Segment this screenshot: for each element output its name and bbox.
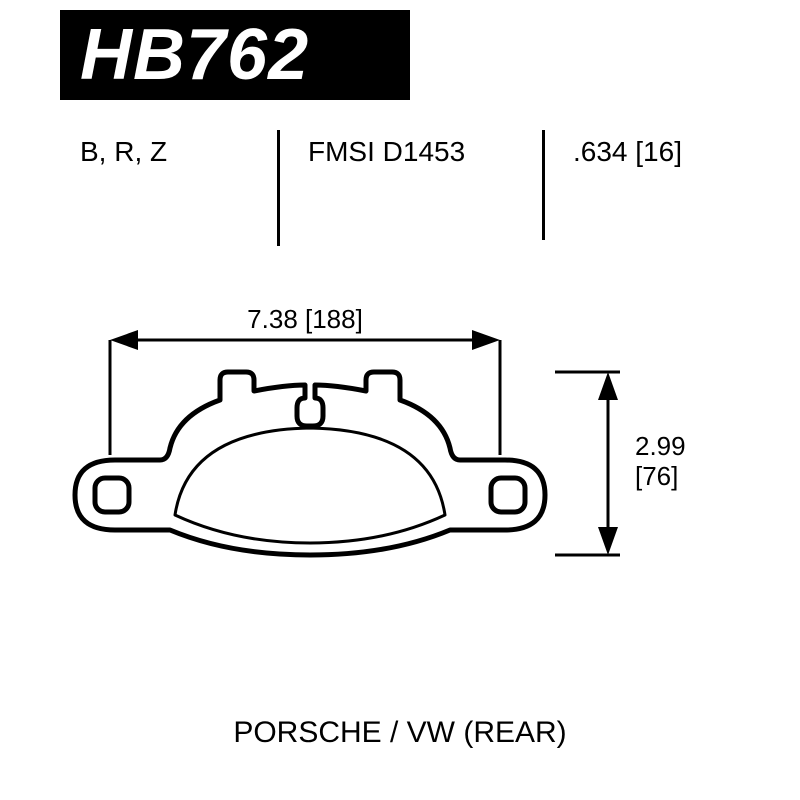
width-dim-label: 7.38 [188] xyxy=(247,304,363,334)
header-band: HB762 xyxy=(60,10,410,100)
spec-compounds-cell: B, R, Z xyxy=(80,130,280,246)
brake-pad-diagram: 7.38 [188] xyxy=(60,300,740,630)
spec-fmsi-cell: FMSI D1453 xyxy=(280,130,545,240)
spec-thickness: .634 [16] xyxy=(573,136,682,167)
spec-fmsi: FMSI D1453 xyxy=(308,136,465,167)
footer-label: PORSCHE / VW (REAR) xyxy=(0,716,800,750)
brake-pad-outline xyxy=(75,372,545,555)
part-number: HB762 xyxy=(80,14,309,96)
height-dim-label-bottom: [76] xyxy=(635,461,678,491)
height-dim-label-top: 2.99 xyxy=(635,431,686,461)
height-dimension: 2.99 [76] xyxy=(555,372,686,555)
page: HB762 B, R, Z FMSI D1453 .634 [16] xyxy=(0,0,800,800)
spec-thickness-cell: .634 [16] xyxy=(545,130,720,240)
spec-compounds: B, R, Z xyxy=(80,136,167,167)
diagram-area: 7.38 [188] xyxy=(60,300,740,630)
spec-row: B, R, Z FMSI D1453 .634 [16] xyxy=(80,130,720,240)
